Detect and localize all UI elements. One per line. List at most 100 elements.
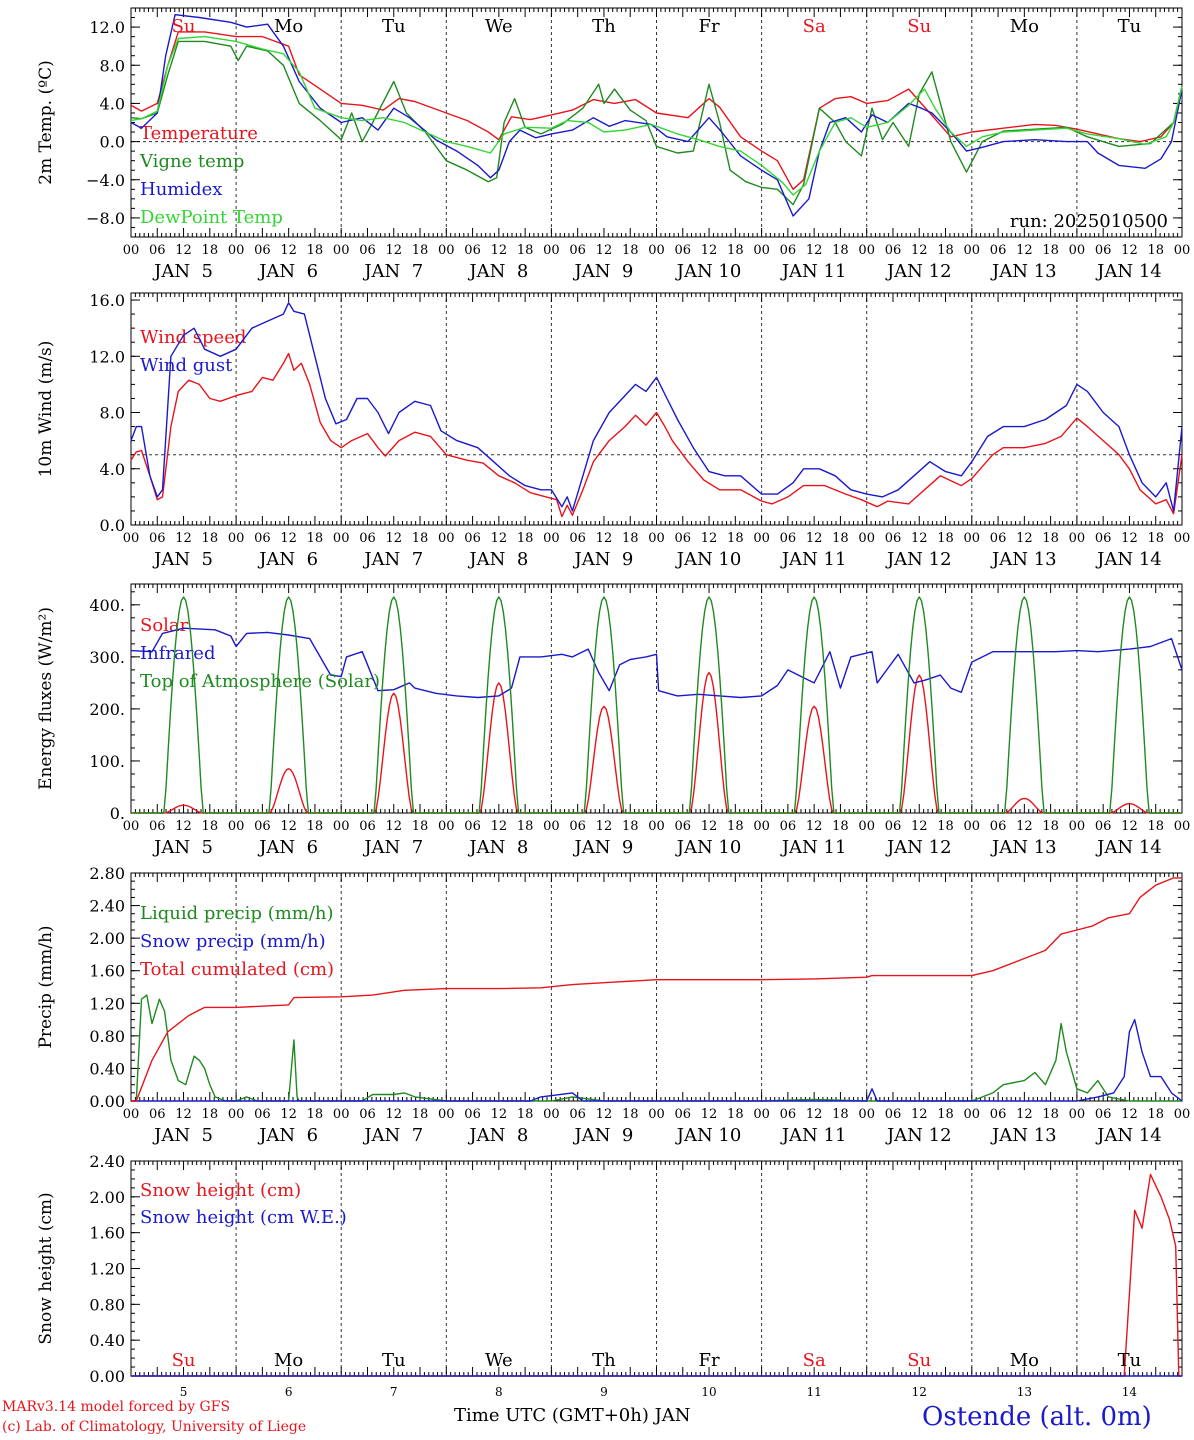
hour-tick-label: 18 bbox=[832, 531, 849, 546]
hour-tick-label: 00 bbox=[333, 531, 350, 546]
date-label: JAN 9 bbox=[573, 261, 634, 282]
day-number-label: 12 bbox=[912, 1385, 927, 1399]
y-tick-label: 8.0 bbox=[100, 404, 125, 423]
weekday-label: Mo bbox=[274, 16, 303, 37]
series-line-vigne-temp bbox=[130, 40, 1183, 206]
y-tick-label: 1.20 bbox=[89, 1260, 125, 1279]
hour-tick-label: 00 bbox=[648, 1107, 665, 1122]
hour-tick-label: 00 bbox=[438, 819, 455, 834]
series-line-humidex bbox=[130, 13, 1183, 217]
y-tick-label: 0.80 bbox=[89, 1295, 125, 1314]
date-label: JAN 14 bbox=[1095, 261, 1162, 282]
hour-tick-label: 06 bbox=[359, 531, 376, 546]
y-tick-label: 200. bbox=[89, 700, 125, 719]
legend-entry: Total cumulated (cm) bbox=[140, 959, 334, 980]
weekday-label: Su bbox=[907, 1350, 931, 1371]
weekday-label: Su bbox=[907, 16, 931, 37]
day-number-label: 5 bbox=[180, 1385, 188, 1399]
hour-tick-label: 18 bbox=[517, 243, 534, 258]
hour-tick-label: 18 bbox=[412, 1107, 429, 1122]
day-number-label: 8 bbox=[495, 1385, 503, 1399]
hour-tick-label: 18 bbox=[517, 1107, 534, 1122]
hour-tick-label: 18 bbox=[1147, 819, 1164, 834]
hour-tick-label: 00 bbox=[438, 243, 455, 258]
y-tick-label: 1.20 bbox=[89, 994, 125, 1013]
y-tick-label: 16.0 bbox=[89, 291, 125, 310]
weekday-label: Mo bbox=[1010, 1350, 1039, 1371]
hour-tick-label: 06 bbox=[990, 243, 1007, 258]
hour-tick-label: 00 bbox=[543, 531, 560, 546]
date-label: JAN 11 bbox=[780, 837, 847, 858]
date-label: JAN 5 bbox=[152, 549, 213, 570]
date-label: JAN 14 bbox=[1095, 1125, 1162, 1146]
day-number-label: 13 bbox=[1017, 1385, 1032, 1399]
y-tick-label: 12.0 bbox=[89, 18, 125, 37]
hour-tick-label: 00 bbox=[964, 243, 981, 258]
hour-tick-label: 06 bbox=[149, 819, 166, 834]
series-line-total-cumulated-cm- bbox=[131, 877, 1182, 1102]
y-tick-label: −4.0 bbox=[86, 171, 125, 190]
hour-tick-label: 18 bbox=[412, 243, 429, 258]
date-label: JAN 8 bbox=[467, 261, 528, 282]
day-number-label: 11 bbox=[807, 1385, 822, 1399]
hour-tick-label: 00 bbox=[543, 1107, 560, 1122]
weekday-label: Tu bbox=[382, 1350, 406, 1371]
hour-tick-label: 12 bbox=[1121, 531, 1138, 546]
date-label: JAN 13 bbox=[990, 1125, 1057, 1146]
y-tick-label: 0.40 bbox=[89, 1331, 125, 1350]
hour-tick-label: 18 bbox=[832, 1107, 849, 1122]
legend-entry: Temperature bbox=[140, 123, 258, 144]
hour-tick-label: 18 bbox=[832, 819, 849, 834]
hour-tick-label: 00 bbox=[228, 531, 245, 546]
hour-tick-label: 00 bbox=[333, 1107, 350, 1122]
hour-tick-label: 06 bbox=[885, 819, 902, 834]
hour-tick-label: 00 bbox=[543, 819, 560, 834]
hour-tick-label: 18 bbox=[727, 1107, 744, 1122]
date-label: JAN 7 bbox=[362, 261, 423, 282]
hour-tick-label: 18 bbox=[202, 1107, 219, 1122]
weekday-label: We bbox=[485, 16, 513, 37]
date-label: JAN 8 bbox=[467, 549, 528, 570]
hour-tick-label: 12 bbox=[385, 243, 402, 258]
hour-tick-label: 12 bbox=[806, 1107, 823, 1122]
hour-tick-label: 00 bbox=[753, 819, 770, 834]
hour-tick-label: 06 bbox=[464, 819, 481, 834]
date-label: JAN 11 bbox=[780, 1125, 847, 1146]
hour-tick-label: 06 bbox=[464, 531, 481, 546]
hour-tick-label: 00 bbox=[438, 1107, 455, 1122]
day-number-label: 10 bbox=[701, 1385, 716, 1399]
hour-tick-label: 06 bbox=[1095, 243, 1112, 258]
date-label: JAN 6 bbox=[257, 549, 318, 570]
hour-tick-label: 18 bbox=[517, 531, 534, 546]
legend-entry: Top of Atmosphere (Solar) bbox=[140, 671, 380, 692]
hour-tick-label: 12 bbox=[175, 819, 192, 834]
hour-tick-label: 12 bbox=[280, 531, 297, 546]
date-label: JAN 13 bbox=[990, 261, 1057, 282]
weekday-label: We bbox=[485, 1350, 513, 1371]
y-axis-label: 2m Temp. (ºC) bbox=[36, 60, 56, 185]
y-tick-label: 400. bbox=[89, 596, 125, 615]
hour-tick-label: 18 bbox=[412, 531, 429, 546]
day-number-label: 7 bbox=[390, 1385, 398, 1399]
hour-tick-label: 18 bbox=[937, 1107, 954, 1122]
weekday-label: Fr bbox=[699, 1350, 720, 1371]
y-tick-label: −8.0 bbox=[86, 209, 125, 228]
hour-tick-label: 00 bbox=[858, 531, 875, 546]
hour-tick-label: 06 bbox=[359, 1107, 376, 1122]
hour-tick-label: 18 bbox=[307, 243, 324, 258]
hour-tick-label: 00 bbox=[1174, 819, 1191, 834]
hour-tick-label: 00 bbox=[964, 819, 981, 834]
legend-entry: Wind gust bbox=[140, 355, 233, 376]
date-label: JAN 12 bbox=[885, 837, 952, 858]
hour-tick-label: 12 bbox=[911, 819, 928, 834]
hour-tick-label: 06 bbox=[254, 531, 271, 546]
hour-tick-label: 12 bbox=[806, 243, 823, 258]
hour-tick-label: 18 bbox=[202, 531, 219, 546]
footer-credit: (c) Lab. of Climatology, University of L… bbox=[2, 1419, 307, 1435]
y-tick-label: 0. bbox=[110, 804, 125, 823]
hour-tick-label: 12 bbox=[911, 531, 928, 546]
date-label: JAN 10 bbox=[675, 549, 742, 570]
date-label: JAN 10 bbox=[675, 1125, 742, 1146]
hour-tick-label: 00 bbox=[753, 1107, 770, 1122]
weekday-label: Su bbox=[172, 16, 196, 37]
